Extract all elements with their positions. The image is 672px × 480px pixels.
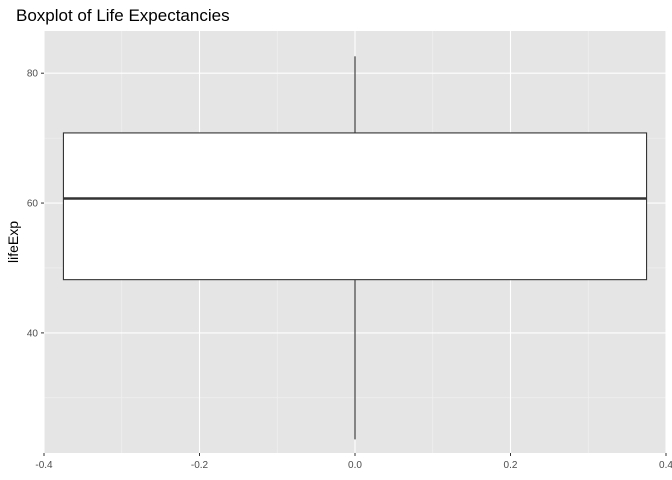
y-tick-label: 40 [27,328,39,339]
x-tick-label: -0.2 [191,460,209,471]
x-tick-label: -0.4 [35,460,53,471]
boxplot-marks [62,56,648,440]
y-axis: 40 60 80 [27,69,44,339]
box-iqr [62,132,648,281]
chart-title: Boxplot of Life Expectancies [16,6,230,25]
y-axis-label: lifeExp [5,221,21,263]
x-tick-label: 0.4 [659,460,672,471]
x-tick-label: 0.0 [348,460,362,471]
x-tick-label: 0.2 [504,460,518,471]
y-tick-label: 80 [27,69,39,80]
x-axis: -0.4 -0.2 0.0 0.2 0.4 [35,453,672,471]
y-tick-label: 60 [27,199,39,210]
